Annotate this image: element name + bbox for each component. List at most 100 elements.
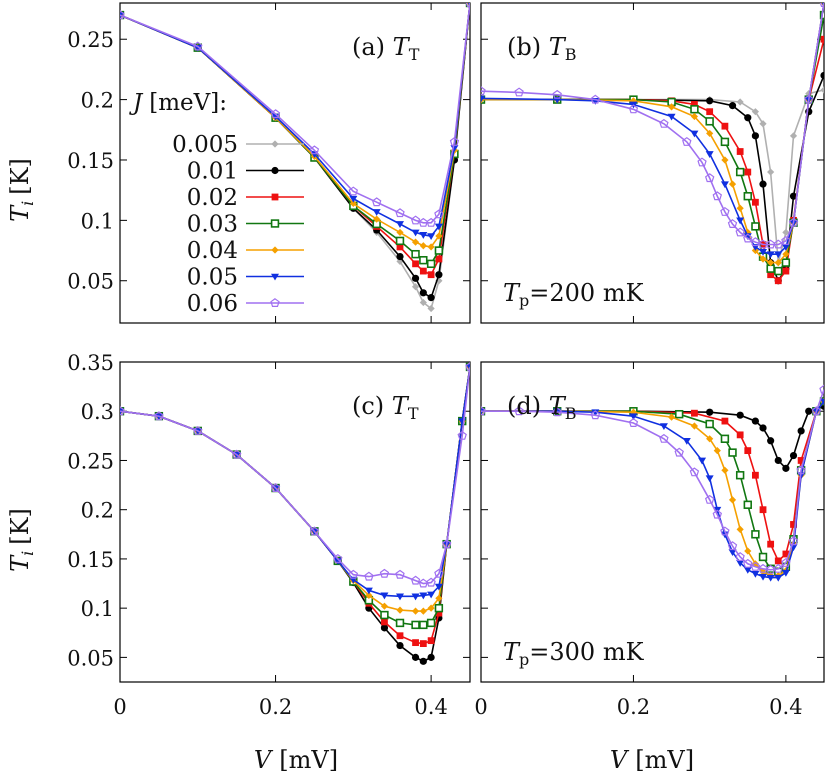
data-point-0.05 [411,593,420,601]
y-axis-label-top: Ti[K] [6,158,37,222]
annotation: Tp=300 mK [503,638,645,669]
data-point-0.04 [419,607,427,615]
data-point-0.01 [789,451,798,460]
data-point-0.05 [434,583,443,591]
data-point-0.06 [811,406,822,416]
data-point-0.06 [590,410,601,420]
y-tick-label: 0.3 [81,400,114,424]
data-point-0.05 [743,566,752,574]
data-point-0.06 [758,239,768,249]
data-point-0.06 [704,494,715,504]
data-point-0.06 [743,233,753,243]
legend-marker-0.02 [271,193,279,201]
data-point-0.03 [705,117,714,126]
data-point-0.06 [120,406,125,416]
data-point-0.04 [380,602,389,610]
data-point-0.03 [419,620,428,630]
data-point-0.04 [349,199,357,208]
data-point-0.06 [309,145,320,155]
data-point-0.02 [744,168,752,176]
y-tick-label: 0.15 [67,548,114,572]
data-point-0.03 [411,249,420,259]
legend-marker-0.01 [271,166,279,175]
data-point-0.05 [372,209,381,216]
data-point-0.01 [736,411,744,419]
data-point-0.03 [743,192,752,201]
panel-label: (c) TT [352,392,419,423]
data-point-0.06 [193,425,203,435]
x-tick-label: 0.2 [617,695,650,719]
data-point-0.05 [466,364,470,371]
data-point-0.02 [721,417,729,425]
data-point-0.06 [704,173,715,183]
data-point-0.06 [796,465,806,475]
data-point-0.05 [720,181,729,189]
panel-c: 0 0.2 0.4 0.05 0.1 0.15 0.2 0.25 0.3 0.35 (c) TT [67,351,471,719]
data-point-0.04 [751,560,759,568]
series-line-0.05 [120,366,470,598]
data-point-0.01 [751,417,760,425]
legend-label-0.05: 0.05 [187,265,238,291]
data-point-0.04 [744,547,752,555]
data-point-0.02 [790,521,797,528]
data-point-0.04 [435,232,443,240]
y-tick-label: 0.1 [81,597,114,621]
series-line-0.02 [481,400,824,563]
data-point-0.06 [628,418,639,427]
panel-label: (a) TT [352,33,420,64]
x-tick-label: 0.4 [769,695,802,719]
data-point-0.02 [419,640,427,647]
plot-frame [480,2,825,324]
data-point-0.05 [705,151,714,158]
data-point-0.04 [427,604,435,612]
data-point-0.005 [427,304,435,313]
data-point-0.02 [797,457,805,464]
data-point-0.03 [395,236,405,246]
data-point-0.06 [689,467,700,477]
data-point-0.01 [435,271,443,279]
y-tick-label: 0.1 [81,209,114,233]
data-point-0.01 [419,289,427,297]
data-point-0.06 [371,197,382,207]
y-axis-label-bottom: Ti[K] [6,508,37,572]
data-point-0.05 [411,229,420,237]
data-point-0.02 [752,471,759,479]
data-point-0.04 [713,447,721,455]
y-tick-label: 0.2 [81,499,114,523]
data-point-0.005 [419,298,427,307]
data-point-0.06 [465,362,470,371]
data-point-0.06 [481,406,486,416]
data-point-0.06 [682,136,692,146]
data-point-0.04 [767,259,775,267]
data-point-0.02 [759,506,767,514]
data-point-0.01 [427,653,435,661]
data-point-0.06 [120,10,125,20]
data-point-0.05 [705,475,714,483]
data-point-0.02 [435,255,443,263]
series-line-0.06 [481,389,824,571]
data-point-0.04 [728,496,737,504]
data-point-0.06 [628,104,639,114]
data-point-0.06 [364,571,374,581]
data-point-0.04 [721,466,729,474]
data-point-0.06 [552,407,562,417]
data-point-0.04 [706,129,714,138]
data-point-0.06 [735,552,745,562]
legend-label-0.01: 0.01 [187,159,238,185]
data-point-0.02 [820,35,824,43]
data-point-0.03 [758,552,768,562]
data-point-0.005 [736,98,744,106]
data-point-0.06 [441,539,452,549]
data-point-0.06 [674,447,684,457]
plot-frame [119,2,471,324]
data-point-0.04 [721,156,729,164]
data-point-0.06 [379,568,390,578]
data-point-0.05 [364,587,373,595]
data-point-0.04 [396,228,404,237]
data-point-0.03 [766,264,775,273]
data-point-0.005 [411,283,420,291]
data-point-0.05 [759,573,768,581]
data-point-0.06 [309,526,320,536]
data-point-0.05 [690,130,699,138]
